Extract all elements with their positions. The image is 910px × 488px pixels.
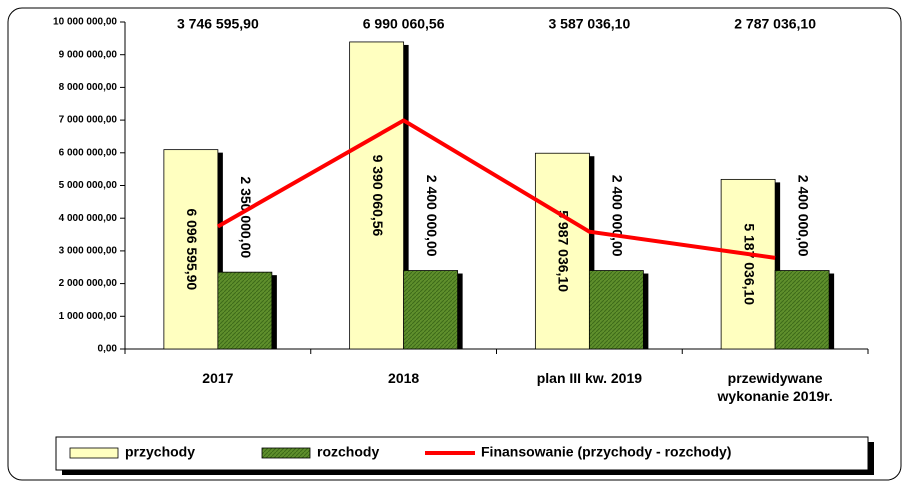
y-tick-label: 0,00 — [98, 344, 118, 355]
data-label: 2 400 000,00 — [795, 175, 811, 257]
legend-label: rozchody — [317, 444, 379, 460]
y-tick-label: 7 000 000,00 — [59, 115, 118, 126]
data-label: 5 187 036,10 — [741, 223, 757, 305]
x-tick-label: 2018 — [388, 370, 419, 386]
y-tick-label: 2 000 000,00 — [59, 278, 118, 289]
bar — [163, 149, 219, 350]
bar — [588, 270, 644, 350]
data-label: 2 400 000,00 — [610, 175, 626, 257]
y-tick-label: 6 000 000,00 — [59, 147, 118, 158]
legend-swatch — [69, 447, 119, 459]
data-label: 6 096 595,90 — [184, 208, 200, 290]
bar — [720, 178, 776, 350]
bar — [774, 270, 830, 350]
bar — [403, 270, 459, 350]
legend — [55, 436, 869, 471]
x-tick-label: 2017 — [202, 370, 233, 386]
line — [216, 118, 776, 260]
data-label: 2 787 036,10 — [734, 16, 816, 32]
legend-label: przychody — [125, 444, 195, 460]
y-tick-label: 5 000 000,00 — [59, 180, 118, 191]
bar — [349, 41, 405, 350]
data-label: 3 587 036,10 — [549, 16, 631, 32]
y-tick-label: 9 000 000,00 — [59, 49, 118, 60]
bar — [217, 271, 273, 350]
data-label: 6 990 060,56 — [363, 16, 445, 32]
y-tick-label: 10 000 000,00 — [53, 17, 117, 28]
x-tick-label: plan III kw. 2019 — [537, 370, 643, 386]
data-label: 9 390 060,56 — [370, 155, 386, 237]
data-label: 2 400 000,00 — [424, 175, 440, 257]
y-tick-label: 3 000 000,00 — [59, 246, 118, 257]
y-tick-label: 1 000 000,00 — [59, 311, 118, 322]
legend-swatch — [261, 447, 311, 459]
x-tick-label: przewidywane wykonanie 2019r. — [717, 370, 833, 404]
y-tick-label: 4 000 000,00 — [59, 213, 118, 224]
data-label: 2 350 000,00 — [238, 176, 254, 258]
data-label: 5 987 036,10 — [556, 210, 572, 292]
y-tick-label: 8 000 000,00 — [59, 82, 118, 93]
legend-label: Finansowanie (przychody - rozchody) — [481, 444, 731, 460]
bar — [534, 152, 590, 350]
data-label: 3 746 595,90 — [177, 16, 259, 32]
chart-frame — [7, 7, 902, 481]
